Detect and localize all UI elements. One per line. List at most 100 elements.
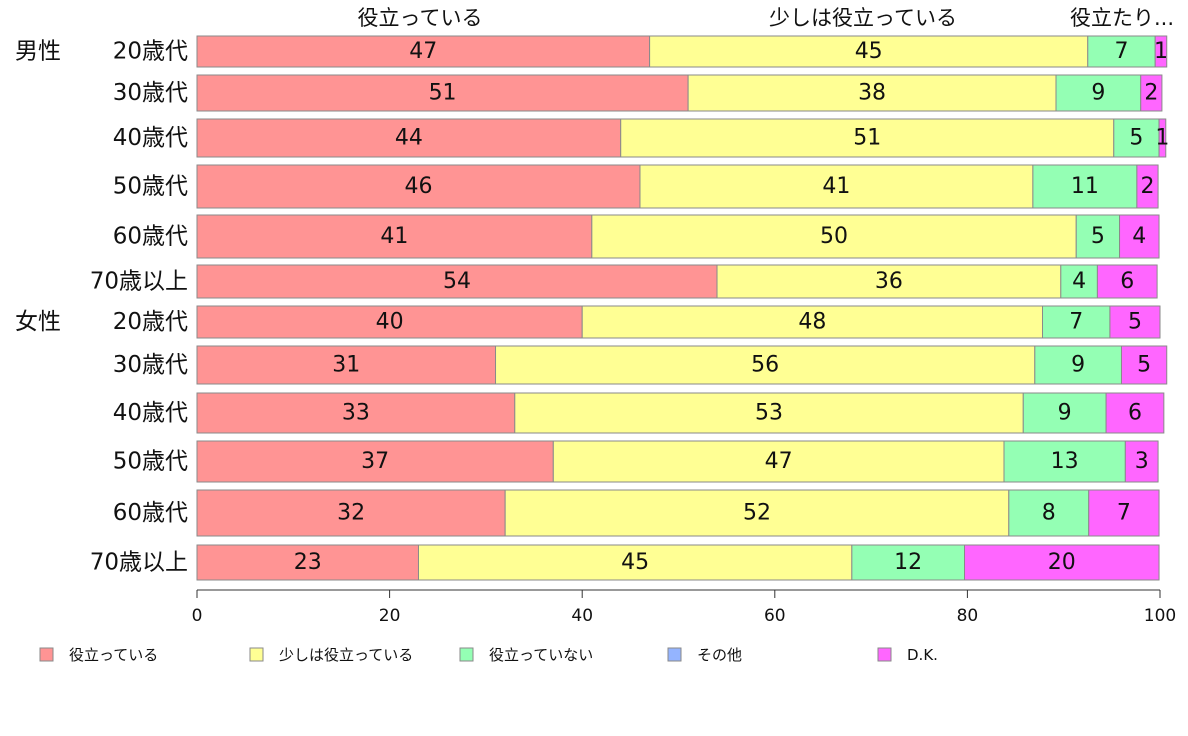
data-label: 7 [1114, 39, 1128, 64]
data-label: 23 [294, 550, 322, 575]
bar-segment [1154, 35, 1168, 68]
data-label: 6 [1128, 401, 1142, 426]
data-label: 56 [751, 353, 779, 378]
data-label: 37 [361, 449, 389, 474]
bar-segment [687, 74, 1057, 112]
bar-segment [1055, 74, 1142, 112]
data-label: 54 [443, 269, 471, 294]
data-label: 4 [1132, 224, 1146, 249]
data-label: 47 [765, 449, 793, 474]
data-label: 7 [1069, 310, 1083, 335]
bar-segment [196, 544, 419, 581]
data-label: 5 [1137, 353, 1151, 378]
bar-segment [1088, 489, 1160, 537]
bar-segment [1075, 214, 1121, 259]
legend-swatch [667, 647, 682, 662]
data-label: 20 [1048, 550, 1076, 575]
category-label: 30歳代 [113, 80, 188, 106]
legend-swatch [877, 647, 892, 662]
data-label: 9 [1091, 81, 1105, 106]
bar-segment [1158, 118, 1167, 158]
bar-segment [620, 118, 1115, 158]
bar-segment [196, 345, 497, 385]
bar-segment [649, 35, 1089, 68]
group-label: 女性 [15, 309, 61, 335]
bar-segment [581, 305, 1044, 339]
legend-swatch [459, 647, 474, 662]
data-label: 1 [1155, 126, 1169, 151]
x-tick-label: 20 [379, 606, 401, 626]
data-label: 11 [1071, 174, 1099, 199]
bar-segment [1109, 305, 1161, 339]
data-label: 8 [1042, 501, 1056, 526]
data-label: 53 [755, 401, 783, 426]
data-label: 44 [395, 126, 423, 151]
bar-segment [196, 164, 641, 209]
bar-segment [1042, 305, 1111, 339]
legend-label: 役立っていない [489, 646, 593, 664]
data-label: 52 [743, 501, 771, 526]
legend-swatch [249, 647, 264, 662]
data-label: 51 [429, 81, 457, 106]
data-label: 31 [332, 353, 360, 378]
bar-segment [1032, 164, 1138, 209]
top-series-label: 役立たり... [1070, 6, 1174, 30]
category-label: 50歳代 [113, 174, 188, 200]
x-tick-label: 60 [764, 606, 786, 626]
bar-segment [196, 264, 718, 299]
bar-segment [964, 544, 1160, 581]
legend-label: その他 [697, 646, 742, 664]
category-label: 70歳以上 [90, 550, 188, 576]
category-label: 50歳代 [113, 449, 188, 475]
bar-segment [1022, 392, 1107, 434]
data-label: 1 [1154, 39, 1168, 64]
data-label: 5 [1128, 310, 1142, 335]
bar-segment [504, 489, 1010, 537]
data-label: 41 [380, 224, 408, 249]
bar-segment [639, 164, 1034, 209]
data-label: 51 [853, 126, 881, 151]
bar-segment [716, 264, 1062, 299]
bar-segment [851, 544, 966, 581]
bar-segment [1119, 214, 1160, 259]
bar-segment [196, 489, 506, 537]
data-label: 5 [1129, 126, 1143, 151]
bar-segment [1105, 392, 1165, 434]
data-label: 6 [1120, 269, 1134, 294]
bar-segment [196, 35, 651, 68]
bar-segment [1003, 440, 1126, 483]
bar-segment [196, 440, 554, 483]
bar-segment [1034, 345, 1122, 385]
data-label: 50 [820, 224, 848, 249]
x-tick-label: 100 [1144, 606, 1176, 626]
category-label: 40歳代 [113, 125, 188, 151]
bar-segment [196, 392, 516, 434]
group-label: 男性 [15, 39, 61, 65]
data-label: 36 [875, 269, 903, 294]
data-label: 41 [822, 174, 850, 199]
data-label: 13 [1051, 449, 1079, 474]
data-label: 40 [376, 310, 404, 335]
data-label: 3 [1135, 449, 1149, 474]
data-label: 2 [1140, 174, 1154, 199]
legend-swatch [39, 647, 54, 662]
bar-segment [1120, 345, 1168, 385]
category-label: 30歳代 [113, 352, 188, 378]
category-label: 40歳代 [113, 400, 188, 426]
bar-segment [495, 345, 1036, 385]
bar-segment [552, 440, 1005, 483]
bar-segment [591, 214, 1077, 259]
legend-label: D.K. [907, 646, 938, 664]
data-label: 7 [1117, 501, 1131, 526]
data-label: 9 [1058, 401, 1072, 426]
data-label: 47 [409, 39, 437, 64]
bar-segment [1113, 118, 1160, 158]
top-series-label: 役立っている [358, 6, 483, 30]
bar-segment [1096, 264, 1158, 299]
category-label: 20歳代 [113, 309, 188, 335]
x-tick-label: 80 [957, 606, 979, 626]
data-label: 46 [404, 174, 432, 199]
data-label: 32 [337, 501, 365, 526]
bar-segment [1136, 164, 1159, 209]
